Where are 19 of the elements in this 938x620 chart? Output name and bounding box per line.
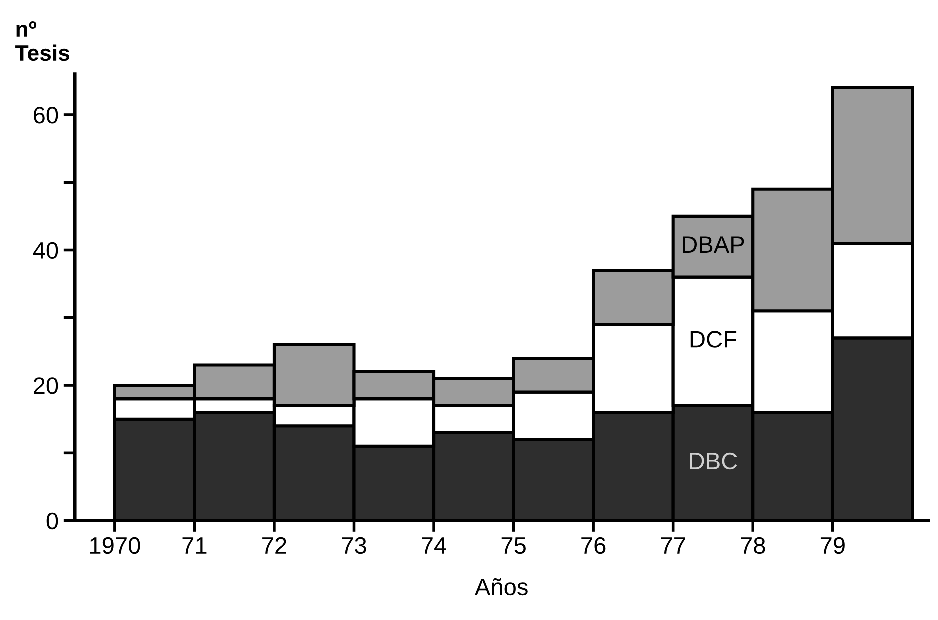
y-tick-label: 0 (46, 512, 58, 530)
x-tick-label: 79 (820, 537, 845, 554)
x-tick-label: 77 (661, 538, 686, 554)
y-axis-title: nº Tesis (16, 22, 70, 62)
series-label: DCF (690, 331, 737, 348)
y-tick-label: 40 (33, 242, 58, 260)
x-tick-label: 72 (262, 537, 286, 554)
y-tick-label: 60 (34, 107, 58, 124)
x-tick-label: 73 (342, 537, 366, 554)
x-tick-label: 76 (582, 537, 606, 554)
x-tick-label: 75 (502, 538, 526, 554)
x-axis-title: Años (474, 578, 528, 596)
x-tick-label: 1970 (90, 537, 140, 554)
series-label: DBC (690, 452, 738, 470)
series-label: DBAP (683, 236, 744, 253)
y-tick-label: 20 (34, 378, 58, 394)
x-tick-label: 78 (741, 537, 766, 554)
x-tick-label: 74 (422, 538, 446, 554)
x-tick-label: 71 (182, 538, 207, 554)
